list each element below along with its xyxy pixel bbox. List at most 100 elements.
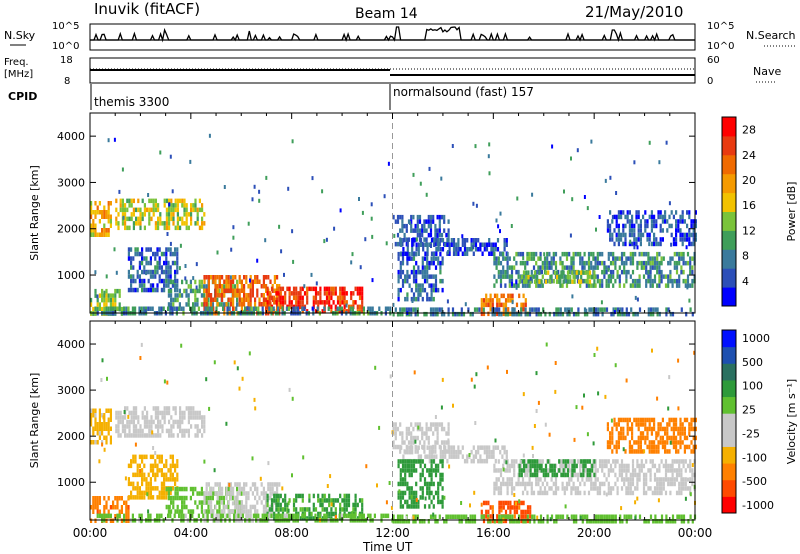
heatmap-cell bbox=[192, 207, 195, 213]
heatmap-cell bbox=[647, 307, 650, 312]
heatmap-cell bbox=[152, 486, 155, 491]
heatmap-cell bbox=[438, 241, 441, 247]
heatmap-cell bbox=[301, 513, 304, 519]
heatmap-cell bbox=[491, 311, 494, 317]
heatmap-cell bbox=[466, 454, 469, 459]
heatmap-cell bbox=[483, 449, 486, 455]
heatmap-cell bbox=[669, 278, 672, 284]
heatmap-cell bbox=[98, 509, 101, 514]
heatmap-cell bbox=[109, 440, 112, 445]
heatmap-speckle bbox=[541, 270, 543, 274]
heatmap-cell bbox=[628, 223, 631, 229]
heatmap-cell bbox=[565, 283, 569, 288]
heatmap-cell bbox=[149, 490, 152, 496]
heatmap-cell bbox=[506, 486, 509, 491]
heatmap-cell bbox=[629, 481, 632, 487]
heatmap-cell bbox=[245, 482, 248, 487]
heatmap-speckle bbox=[409, 221, 412, 225]
heatmap-cell bbox=[675, 278, 679, 284]
heatmap-cell bbox=[669, 463, 672, 469]
heatmap-cell bbox=[183, 415, 186, 420]
heatmap-cell bbox=[325, 295, 329, 301]
heatmap-cell bbox=[240, 297, 243, 302]
heatmap-cell bbox=[131, 513, 134, 519]
heatmap-cell bbox=[103, 302, 106, 307]
heatmap-cell bbox=[190, 221, 193, 226]
heatmap-cell bbox=[317, 511, 320, 517]
heatmap-cell bbox=[176, 433, 179, 438]
heatmap-cell bbox=[401, 260, 405, 266]
heatmap-cell bbox=[266, 286, 269, 292]
heatmap-cell bbox=[670, 223, 673, 229]
heatmap-cell bbox=[369, 306, 372, 311]
heatmap-cell bbox=[101, 297, 104, 303]
heatmap-speckle bbox=[113, 247, 116, 252]
heatmap-cell bbox=[673, 251, 676, 257]
heatmap-cell bbox=[154, 207, 157, 213]
heatmap-cell bbox=[361, 295, 364, 301]
heatmap-cell bbox=[631, 472, 635, 478]
heatmap-cell bbox=[425, 311, 428, 317]
heatmap-cell bbox=[157, 221, 160, 226]
heatmap-cell bbox=[583, 490, 586, 496]
heatmap-cell bbox=[215, 513, 218, 519]
heatmap-cell bbox=[132, 424, 135, 429]
heatmap-speckle bbox=[533, 424, 536, 428]
heatmap-cell bbox=[358, 513, 361, 519]
heatmap-cell bbox=[579, 468, 582, 473]
heatmap-cell bbox=[201, 433, 204, 438]
heatmap-cell bbox=[629, 260, 632, 266]
heatmap-cell bbox=[109, 201, 112, 206]
heatmap-cell bbox=[425, 426, 428, 432]
heatmap-cell bbox=[585, 477, 588, 482]
heatmap-cell bbox=[612, 251, 615, 257]
heatmap-cell bbox=[461, 251, 464, 256]
nsky-trace bbox=[90, 26, 695, 43]
heatmap-speckle bbox=[593, 353, 596, 357]
heatmap-cell bbox=[622, 228, 625, 233]
heatmap-speckle bbox=[665, 140, 668, 145]
heatmap-cell bbox=[292, 286, 296, 292]
heatmap-cell bbox=[196, 288, 199, 294]
heatmap-cell bbox=[126, 419, 129, 425]
heatmap-cell bbox=[107, 232, 110, 237]
heatmap-cell bbox=[158, 459, 161, 464]
heatmap-cell bbox=[127, 495, 130, 500]
heatmap-cell bbox=[672, 237, 675, 242]
heatmap-cell bbox=[561, 260, 564, 266]
heatmap-cell bbox=[243, 284, 246, 289]
heatmap-cell bbox=[401, 228, 404, 233]
heatmap-cell bbox=[472, 445, 475, 450]
heatmap-cell bbox=[156, 486, 159, 491]
heatmap-cell bbox=[325, 507, 329, 512]
heatmap-cell bbox=[410, 486, 413, 491]
heatmap-cell bbox=[119, 410, 122, 416]
heatmap-cell bbox=[434, 440, 437, 445]
heatmap-cell bbox=[680, 269, 683, 275]
heatmap-cell bbox=[196, 504, 199, 510]
heatmap-cell bbox=[625, 307, 628, 312]
heatmap-speckle bbox=[288, 387, 291, 392]
heatmap-cell bbox=[229, 482, 232, 487]
heatmap-speckle bbox=[554, 361, 557, 365]
heatmap-cell bbox=[112, 297, 115, 303]
heatmap-cell bbox=[130, 260, 133, 266]
heatmap-cell bbox=[645, 251, 648, 257]
heatmap-cell bbox=[421, 260, 424, 266]
heatmap-speckle bbox=[351, 252, 354, 257]
heatmap-cell bbox=[232, 288, 235, 293]
heatmap-cell bbox=[295, 300, 298, 305]
heatmap-cell bbox=[207, 509, 210, 514]
heatmap-cell bbox=[121, 203, 124, 208]
heatmap-cell bbox=[485, 242, 489, 247]
heatmap-speckle bbox=[518, 499, 521, 504]
heatmap-cell bbox=[434, 422, 437, 427]
heatmap-cell bbox=[399, 449, 402, 454]
heatmap-speckle bbox=[417, 425, 420, 430]
heatmap-cell bbox=[576, 477, 580, 482]
heatmap-cell bbox=[571, 279, 574, 284]
heatmap-cell bbox=[98, 413, 101, 418]
heatmap-cell bbox=[404, 472, 407, 478]
heatmap-cell bbox=[225, 288, 228, 293]
heatmap-cell bbox=[149, 269, 152, 275]
